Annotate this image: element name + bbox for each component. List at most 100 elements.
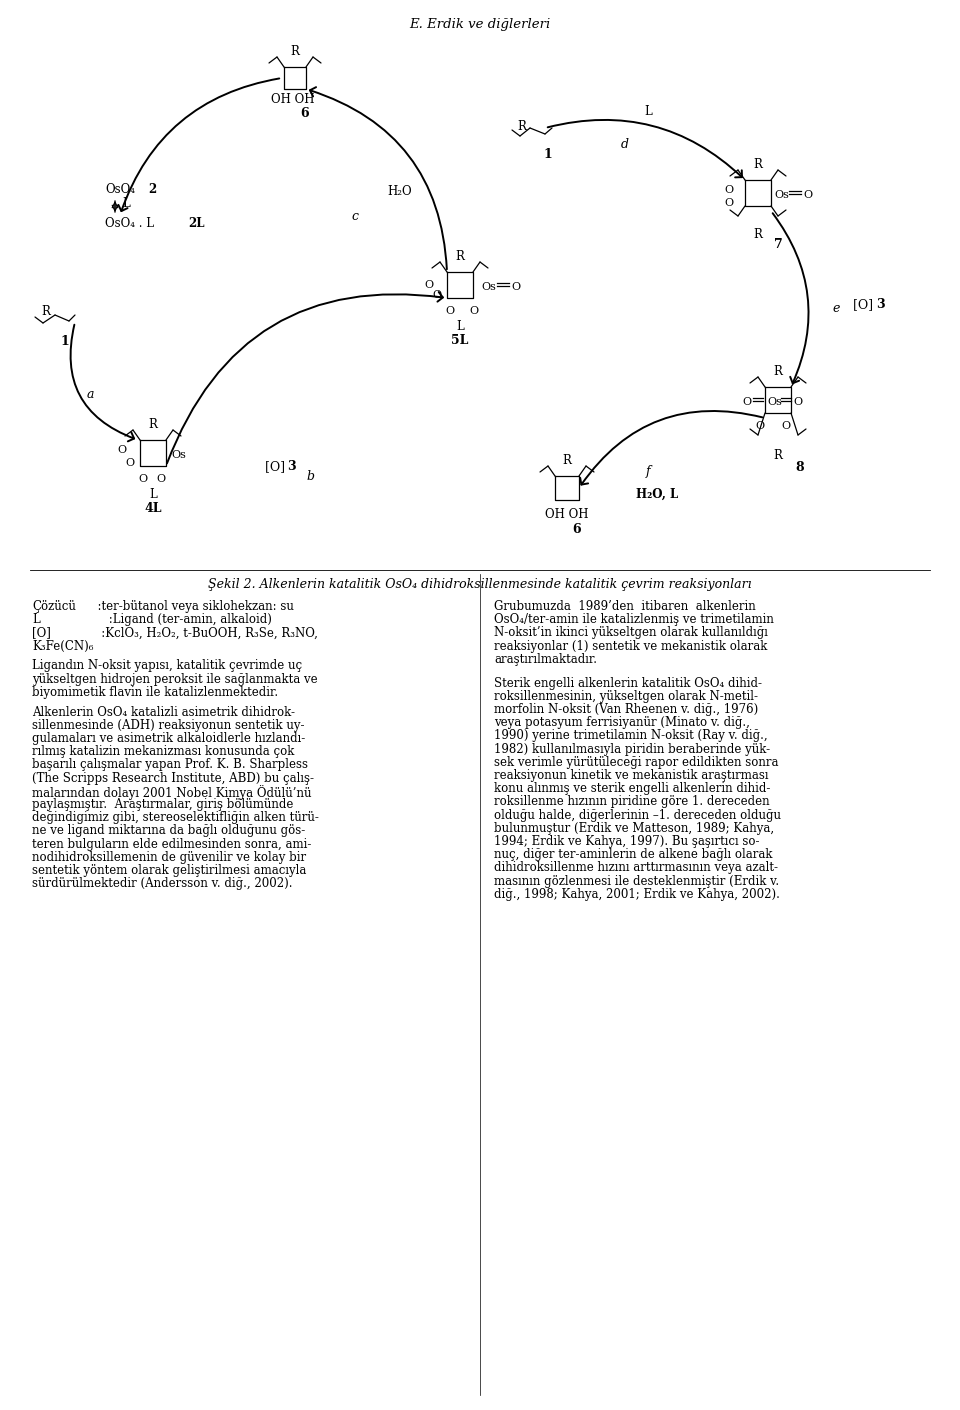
Text: R: R [149,417,157,431]
Text: reaksiyonun kinetik ve mekanistik araştırması: reaksiyonun kinetik ve mekanistik araştı… [494,768,769,783]
Text: reaksiyonlar (1) sentetik ve mekanistik olarak: reaksiyonlar (1) sentetik ve mekanistik … [494,640,767,653]
Text: 3: 3 [287,460,296,472]
Text: Sterik engelli alkenlerin katalitik OsO₄ dihid-: Sterik engelli alkenlerin katalitik OsO₄… [494,677,762,689]
Text: Os: Os [774,190,789,200]
Text: O: O [469,306,479,316]
Text: [O]: [O] [265,460,289,472]
Text: Alkenlerin OsO₄ katalizli asimetrik dihidrok-: Alkenlerin OsO₄ katalizli asimetrik dihi… [32,705,295,719]
Text: morfolin N-oksit (Van Rheenen v. diğ., 1976): morfolin N-oksit (Van Rheenen v. diğ., 1… [494,704,758,716]
Text: (The Scripps Research Institute, ABD) bu çalış-: (The Scripps Research Institute, ABD) bu… [32,771,314,784]
Text: OH OH: OH OH [272,93,315,106]
Text: Ligandın N-oksit yapısı, katalitik çevrimde uç: Ligandın N-oksit yapısı, katalitik çevri… [32,660,302,673]
Text: :KclO₃, H₂O₂, t-BuOOH, R₃Se, R₃NO,: :KclO₃, H₂O₂, t-BuOOH, R₃Se, R₃NO, [90,626,318,639]
Text: R: R [774,365,782,378]
Text: değindigimiz gibi, stereoselektifliğin alken türü-: değindigimiz gibi, stereoselektifliğin a… [32,811,319,825]
Text: dihidroksillenme hızını arttırmasının veya azalt-: dihidroksillenme hızını arttırmasının ve… [494,862,778,874]
Text: masının gözlenmesi ile desteklenmiştir (Erdik v.: masının gözlenmesi ile desteklenmiştir (… [494,874,780,887]
Text: O: O [156,474,165,484]
Text: OsO₄: OsO₄ [105,183,135,196]
Text: sentetik yöntem olarak geliştirilmesi amacıyla: sentetik yöntem olarak geliştirilmesi am… [32,864,306,877]
Text: K₃Fe(CN)₆: K₃Fe(CN)₆ [32,640,93,653]
Text: OH OH: OH OH [545,508,588,522]
Text: 6: 6 [300,107,309,120]
Text: 1982) kullanılmasıyla piridin beraberinde yük-: 1982) kullanılmasıyla piridin beraberind… [494,743,770,756]
Text: teren bulguların elde edilmesinden sonra, ami-: teren bulguların elde edilmesinden sonra… [32,838,311,850]
Text: O: O [138,474,148,484]
Text: 6: 6 [573,523,582,536]
Text: R: R [754,158,762,171]
Text: olduğu halde, diğerlerinin –1. dereceden olduğu: olduğu halde, diğerlerinin –1. dereceden… [494,808,781,822]
Text: O: O [424,281,434,290]
Text: OsO₄/ter-amin ile katalizlenmiş ve trimetilamin: OsO₄/ter-amin ile katalizlenmiş ve trime… [494,613,774,626]
Text: Os: Os [171,450,186,460]
Text: :Ligand (ter-amin, alkaloid): :Ligand (ter-amin, alkaloid) [90,613,272,626]
Text: R: R [41,305,51,319]
Text: 8: 8 [796,461,804,474]
Text: 2: 2 [148,183,156,196]
Text: Os: Os [481,282,496,292]
Text: 5L: 5L [451,334,468,347]
Text: 7: 7 [774,238,782,251]
Text: nuç, diğer ter-aminlerin de alkene bağlı olarak: nuç, diğer ter-aminlerin de alkene bağlı… [494,849,773,862]
Text: veya potasyum ferrisiyanür (Minato v. diğ.,: veya potasyum ferrisiyanür (Minato v. di… [494,716,750,729]
Text: gulamaları ve asimetrik alkaloidlerle hızlandı-: gulamaları ve asimetrik alkaloidlerle hı… [32,732,305,744]
Text: araştırılmaktadır.: araştırılmaktadır. [494,653,597,666]
Text: L: L [456,320,464,333]
Text: biyomimetik flavin ile katalizlenmektedir.: biyomimetik flavin ile katalizlenmektedi… [32,685,278,699]
Text: roksillenmesinin, yükseltgen olarak N-metil-: roksillenmesinin, yükseltgen olarak N-me… [494,689,758,702]
Text: O: O [432,290,442,300]
Text: O: O [445,306,455,316]
Text: roksillenme hızının piridine göre 1. dereceden: roksillenme hızının piridine göre 1. der… [494,795,770,808]
Text: O: O [756,422,764,431]
Text: O: O [742,398,752,407]
Text: L: L [32,613,39,626]
Text: R: R [563,454,571,467]
Text: c: c [351,210,358,223]
Text: bulunmuştur (Erdik ve Matteson, 1989; Kahya,: bulunmuştur (Erdik ve Matteson, 1989; Ka… [494,822,774,835]
Text: ne ve ligand miktarına da bağlı olduğunu gös-: ne ve ligand miktarına da bağlı olduğunu… [32,825,305,838]
Text: :ter-bütanol veya siklohekzan: su: :ter-bütanol veya siklohekzan: su [90,601,294,613]
Text: 1: 1 [543,148,552,161]
Text: 3: 3 [876,298,884,312]
Text: başarılı çalışmalar yapan Prof. K. B. Sharpless: başarılı çalışmalar yapan Prof. K. B. Sh… [32,759,308,771]
Text: O: O [126,458,134,468]
Text: f: f [646,465,650,478]
Text: R: R [517,120,526,133]
Text: OsO₄ . L: OsO₄ . L [105,217,154,230]
Text: b: b [306,470,314,484]
Text: H₂O: H₂O [388,185,412,197]
Text: [O]: [O] [32,626,51,639]
Text: O: O [781,422,791,431]
Text: 1990) yerine trimetilamin N-oksit (Ray v. diğ.,: 1990) yerine trimetilamin N-oksit (Ray v… [494,729,768,742]
Text: rılmış katalizin mekanizması konusunda çok: rılmış katalizin mekanizması konusunda ç… [32,746,295,759]
Text: sürdürülmektedir (Andersson v. diğ., 2002).: sürdürülmektedir (Andersson v. diğ., 200… [32,877,293,890]
Text: konu alınmış ve sterik engelli alkenlerin dihid-: konu alınmış ve sterik engelli alkenleri… [494,783,770,795]
Text: Şekil 2. Alkenlerin katalitik OsO₄ dihidroksillenmesinde katalitik çevrim reaksi: Şekil 2. Alkenlerin katalitik OsO₄ dihid… [208,578,752,591]
Text: E. Erdik ve diğlerleri: E. Erdik ve diğlerleri [409,18,551,31]
Text: R: R [291,45,300,58]
Text: 1: 1 [60,336,69,348]
Text: 2L: 2L [188,217,204,230]
Text: paylaşmıştır.  Araştırmalar, giriş bölümünde: paylaşmıştır. Araştırmalar, giriş bölümü… [32,798,294,811]
Text: a: a [86,388,94,400]
Text: yükseltgen hidrojen peroksit ile sağlanmakta ve: yükseltgen hidrojen peroksit ile sağlanm… [32,673,318,685]
Text: Grubumuzda  1989’den  itibaren  alkenlerin: Grubumuzda 1989’den itibaren alkenlerin [494,601,756,613]
Text: O: O [793,398,803,407]
Text: O: O [117,446,127,455]
Text: e: e [832,302,840,314]
Text: N-oksit’in ikinci yükseltgen olarak kullanıldığı: N-oksit’in ikinci yükseltgen olarak kull… [494,626,768,639]
Text: Çözücü: Çözücü [32,601,76,613]
Text: malarından dolayı 2001 Nobel Kimya Ödülü’nü: malarından dolayı 2001 Nobel Kimya Ödülü… [32,785,311,799]
Text: O: O [725,185,733,195]
Text: [O]: [O] [853,298,877,312]
Text: diğ., 1998; Kahya, 2001; Erdik ve Kahya, 2002).: diğ., 1998; Kahya, 2001; Erdik ve Kahya,… [494,888,780,901]
Text: O: O [725,197,733,209]
Text: H₂O, L: H₂O, L [636,488,678,501]
Text: 1994; Erdik ve Kahya, 1997). Bu şaşırtıcı so-: 1994; Erdik ve Kahya, 1997). Bu şaşırtıc… [494,835,759,847]
Text: 4L: 4L [144,502,161,515]
Text: L: L [149,488,156,501]
Text: O: O [803,190,812,200]
Text: R: R [774,448,782,462]
Text: d: d [621,138,629,151]
Text: sillenmesinde (ADH) reaksiyonun sentetik uy-: sillenmesinde (ADH) reaksiyonun sentetik… [32,719,304,732]
